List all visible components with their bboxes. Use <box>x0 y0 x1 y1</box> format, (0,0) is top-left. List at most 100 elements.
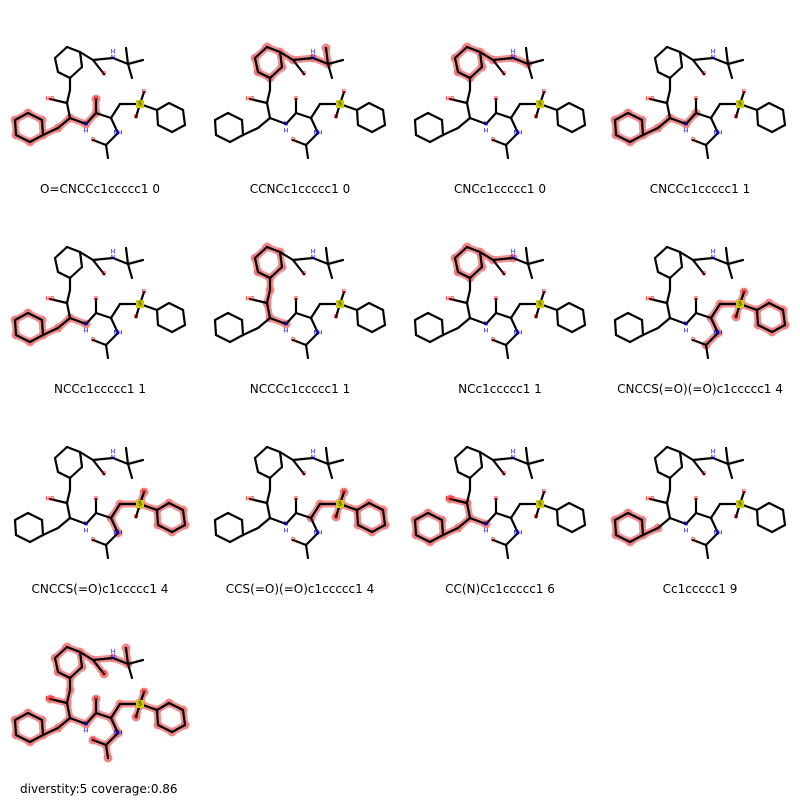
bond <box>468 65 484 80</box>
bond <box>509 102 522 120</box>
bond <box>253 56 260 74</box>
bond <box>104 331 120 347</box>
atom-label: NH <box>514 530 523 537</box>
bond <box>65 288 72 305</box>
bond <box>65 488 72 505</box>
bond <box>111 256 130 266</box>
molecule-panel: S N H O HO N H O O O NH O CNCCc1ccccc1 1 <box>600 0 800 200</box>
bond <box>381 108 387 127</box>
bond <box>291 538 308 547</box>
bond <box>491 538 508 547</box>
sulfur-atom <box>136 300 144 308</box>
bond <box>124 46 130 66</box>
bond <box>13 718 18 737</box>
panel-caption: CNCCS(=O)c1ccccc1 4 <box>31 582 169 596</box>
bond <box>291 56 315 62</box>
bond <box>770 123 787 134</box>
bond <box>53 245 69 260</box>
panel-caption: NCCc1ccccc1 1 <box>53 382 147 396</box>
bond <box>53 456 60 474</box>
bond <box>641 326 660 337</box>
bond <box>355 508 360 527</box>
bond <box>294 511 313 520</box>
bond <box>111 456 130 466</box>
bond <box>504 543 510 560</box>
bond <box>268 116 288 126</box>
atom-label: HO <box>45 696 55 703</box>
bond <box>478 250 484 269</box>
bond <box>156 523 174 534</box>
atom-label: H <box>711 49 716 56</box>
bond <box>41 126 60 137</box>
atom-label: HO <box>45 296 55 303</box>
bond <box>253 256 260 274</box>
bond <box>653 245 669 260</box>
bond <box>465 301 472 320</box>
bond <box>653 445 669 460</box>
bond <box>691 56 715 62</box>
bond <box>491 58 506 76</box>
bond <box>291 256 315 262</box>
bond <box>126 462 134 480</box>
atom-label: O <box>494 96 499 103</box>
bond <box>294 111 313 120</box>
bond <box>524 446 530 466</box>
panel-caption: CNCc1ccccc1 0 <box>453 182 547 196</box>
bond <box>665 245 682 254</box>
bond <box>656 516 672 530</box>
bond <box>755 508 760 527</box>
bond <box>65 301 72 320</box>
atom-label: O <box>91 137 96 144</box>
molecule-panel: S N H O HO N H O O O NH O CNCCS(=O)(=O)c1ccccc1 4 <box>600 200 800 400</box>
sulfur-atom <box>336 100 344 108</box>
bond <box>478 450 484 469</box>
atom-label: O <box>334 114 339 121</box>
bond <box>665 488 672 505</box>
bond <box>704 531 720 547</box>
bond <box>240 118 245 137</box>
atom-label: H <box>311 249 316 256</box>
bond <box>326 458 345 466</box>
atom-label: N <box>484 521 489 528</box>
bond <box>781 108 787 127</box>
bond <box>304 531 320 547</box>
molecule-panel: S N H O HO N H O O O NH O CCNCc1ccccc1 0 <box>200 0 400 200</box>
atom-label: O <box>702 271 707 278</box>
bond <box>570 523 587 534</box>
atom-label: H <box>511 249 516 256</box>
bond <box>640 318 645 337</box>
atom-label: N <box>111 255 116 262</box>
atom-label: HO <box>645 96 655 103</box>
bond <box>311 56 330 66</box>
bond <box>41 326 60 337</box>
bond <box>465 101 472 120</box>
atom-label: HO <box>445 496 455 503</box>
bond <box>256 470 272 480</box>
atom-label: N <box>484 321 489 328</box>
bond <box>665 45 682 54</box>
bond <box>494 511 513 520</box>
bond <box>228 533 245 544</box>
bond <box>104 543 110 560</box>
bond <box>304 131 320 147</box>
panel-caption: CNCCS(=O)(=O)c1ccccc1 4 <box>617 382 783 396</box>
atom-label: N <box>711 455 716 462</box>
sulfur-atom <box>136 100 144 108</box>
bond <box>709 516 720 535</box>
atom-label: O <box>91 537 96 544</box>
bond <box>724 46 730 66</box>
bond <box>491 256 515 262</box>
bond <box>326 262 334 280</box>
atom-label: O <box>342 89 347 96</box>
bond <box>426 511 444 522</box>
bond <box>213 311 230 322</box>
bond <box>756 323 774 334</box>
bond <box>567 501 585 512</box>
atom-label: NH <box>514 330 523 337</box>
bond <box>665 101 672 120</box>
atom-label: N <box>311 55 316 62</box>
bond <box>309 302 322 320</box>
bond <box>509 302 522 320</box>
